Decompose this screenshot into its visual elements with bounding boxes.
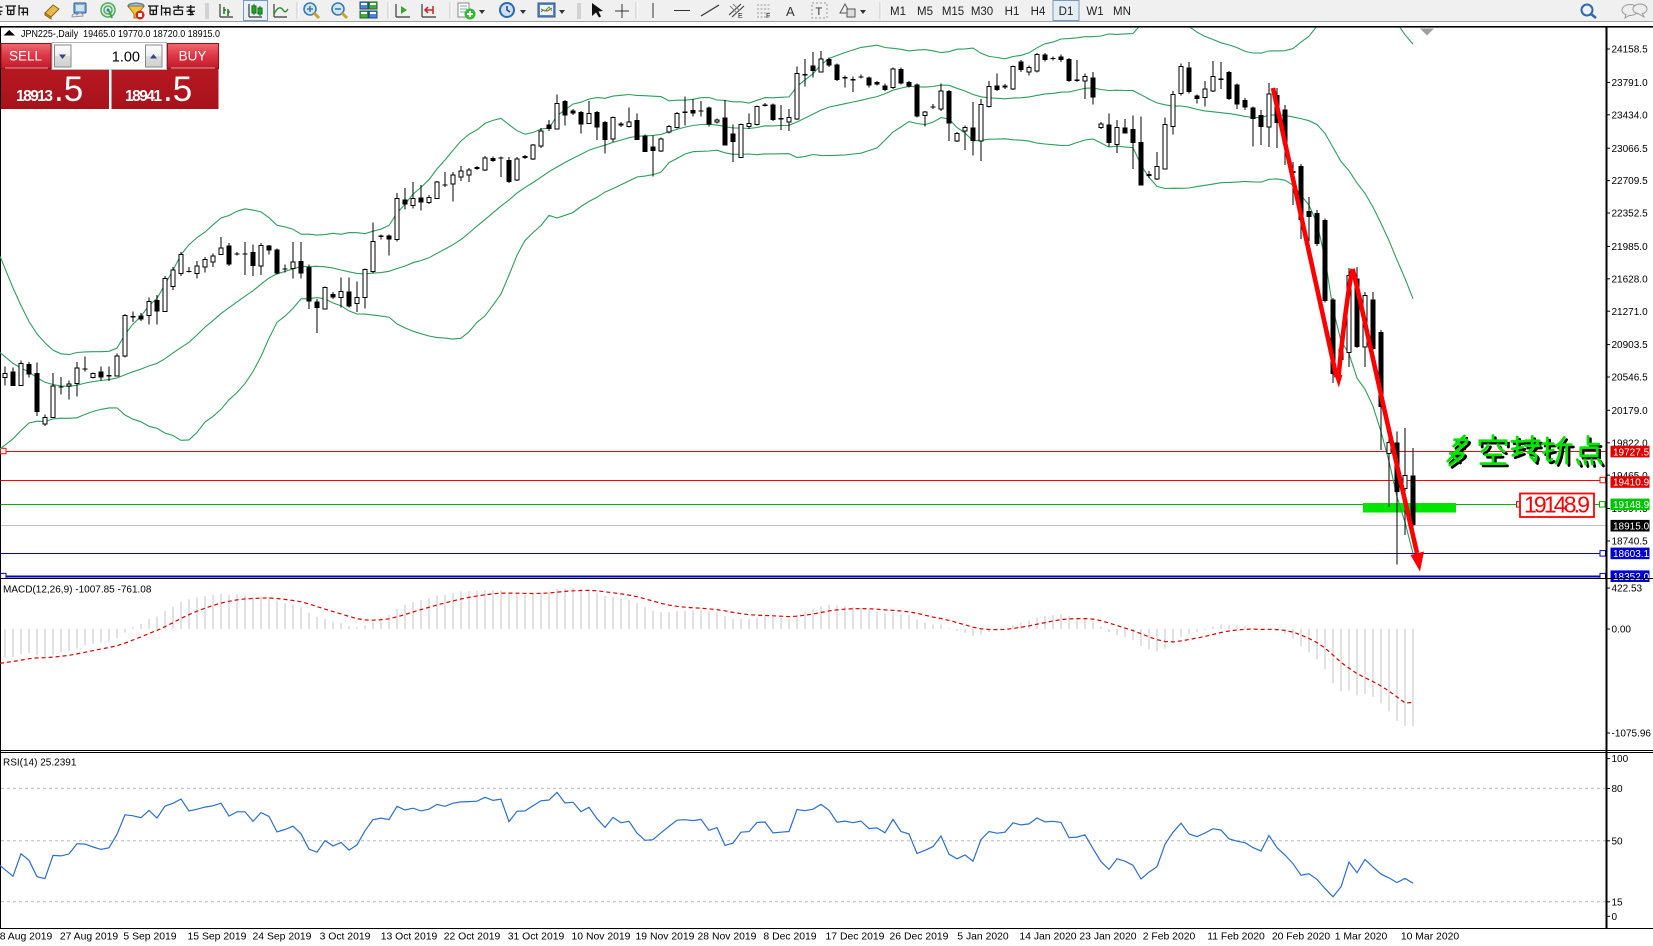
svg-text:18941: 18941 <box>125 88 162 105</box>
svg-text:23434.0: 23434.0 <box>1612 110 1649 121</box>
svg-text:20903.5: 20903.5 <box>1612 340 1649 351</box>
svg-text:18740.5: 18740.5 <box>1612 537 1649 548</box>
svg-text:17 Dec 2019: 17 Dec 2019 <box>826 932 885 943</box>
svg-text:21985.0: 21985.0 <box>1612 242 1649 253</box>
svg-text:26 Dec 2019: 26 Dec 2019 <box>890 932 949 943</box>
svg-text:JPN225-,Daily 19465.0 19770.0: JPN225-,Daily 19465.0 19770.0 18720.0 18… <box>21 28 220 40</box>
svg-text:18603.1: 18603.1 <box>1613 549 1650 560</box>
svg-text:20 Feb 2020: 20 Feb 2020 <box>1272 932 1331 943</box>
svg-text:13 Oct 2019: 13 Oct 2019 <box>381 932 438 943</box>
svg-text:8 Dec 2019: 8 Dec 2019 <box>763 932 816 943</box>
svg-text:23066.5: 23066.5 <box>1612 144 1649 155</box>
svg-text:22352.5: 22352.5 <box>1612 209 1649 220</box>
svg-text:19822.0: 19822.0 <box>1612 438 1649 449</box>
svg-text:RSI(14) 25.2391: RSI(14) 25.2391 <box>3 758 77 769</box>
svg-text:18352.0: 18352.0 <box>1613 572 1650 583</box>
svg-text:50: 50 <box>1612 836 1624 847</box>
svg-text:MN: MN <box>1113 6 1131 18</box>
svg-text:8 Aug 2019: 8 Aug 2019 <box>0 932 53 943</box>
svg-text:19148.9: 19148.9 <box>1613 500 1650 511</box>
svg-text:20179.0: 20179.0 <box>1612 406 1649 417</box>
svg-text:D1: D1 <box>1059 6 1074 18</box>
svg-text:MACD(12,26,9) -1007.85 -761.08: MACD(12,26,9) -1007.85 -761.08 <box>3 585 152 596</box>
svg-text:100: 100 <box>1612 754 1629 765</box>
svg-text:15: 15 <box>1612 897 1624 908</box>
svg-text:BUY: BUY <box>179 49 207 64</box>
svg-text:10 Nov 2019: 10 Nov 2019 <box>572 932 631 943</box>
svg-text:H1: H1 <box>1005 6 1020 18</box>
svg-text:24158.5: 24158.5 <box>1612 45 1649 56</box>
svg-text:15 Sep 2019: 15 Sep 2019 <box>188 932 247 943</box>
svg-text:E: E <box>738 13 743 20</box>
svg-text:M15: M15 <box>942 6 964 18</box>
svg-text:.5: .5 <box>54 70 83 109</box>
svg-text:1.00: 1.00 <box>112 50 140 66</box>
svg-text:1 Mar 2020: 1 Mar 2020 <box>1335 932 1388 943</box>
svg-text:80: 80 <box>1612 784 1624 795</box>
svg-text:27 Aug 2019: 27 Aug 2019 <box>60 932 119 943</box>
svg-text:19727.5: 19727.5 <box>1613 447 1650 458</box>
svg-text:18913: 18913 <box>16 88 53 105</box>
svg-text:3 Oct 2019: 3 Oct 2019 <box>320 932 371 943</box>
svg-text:21271.0: 21271.0 <box>1612 307 1649 318</box>
svg-text:M1: M1 <box>890 6 906 18</box>
svg-text:-1075.96: -1075.96 <box>1612 729 1652 740</box>
svg-text:0: 0 <box>1612 912 1618 923</box>
svg-text:19 Nov 2019: 19 Nov 2019 <box>636 932 695 943</box>
svg-text:22 Oct 2019: 22 Oct 2019 <box>444 932 501 943</box>
svg-text:10 Mar 2020: 10 Mar 2020 <box>1401 932 1460 943</box>
svg-text:14 Jan 2020: 14 Jan 2020 <box>1019 932 1076 943</box>
svg-text:31 Oct 2019: 31 Oct 2019 <box>508 932 565 943</box>
svg-text:5 Jan 2020: 5 Jan 2020 <box>957 932 1009 943</box>
svg-text:422.53: 422.53 <box>1612 584 1643 595</box>
svg-text:19148.9: 19148.9 <box>1524 492 1590 518</box>
svg-text:5 Sep 2019: 5 Sep 2019 <box>123 932 176 943</box>
svg-text:F: F <box>766 13 770 20</box>
svg-text:21628.0: 21628.0 <box>1612 274 1649 285</box>
svg-text:18915.0: 18915.0 <box>1613 521 1650 532</box>
svg-text:23791.0: 23791.0 <box>1612 78 1649 89</box>
svg-text:W1: W1 <box>1086 6 1103 18</box>
svg-text:24 Sep 2019: 24 Sep 2019 <box>253 932 312 943</box>
svg-text:.5: .5 <box>163 70 192 109</box>
svg-text:H4: H4 <box>1031 6 1046 18</box>
svg-text:T: T <box>816 6 823 18</box>
svg-text:SELL: SELL <box>9 49 43 64</box>
svg-text:20546.5: 20546.5 <box>1612 373 1649 384</box>
svg-text:M30: M30 <box>971 6 993 18</box>
svg-text:23 Jan 2020: 23 Jan 2020 <box>1079 932 1136 943</box>
svg-text:11 Feb 2020: 11 Feb 2020 <box>1207 932 1265 943</box>
svg-text:19410.9: 19410.9 <box>1613 478 1650 489</box>
svg-text:28 Nov 2019: 28 Nov 2019 <box>698 932 757 943</box>
svg-text:M5: M5 <box>917 6 933 18</box>
svg-text:0.00: 0.00 <box>1612 625 1632 636</box>
svg-text:2 Feb 2020: 2 Feb 2020 <box>1143 932 1196 943</box>
svg-text:22709.5: 22709.5 <box>1612 176 1649 187</box>
svg-text:A: A <box>786 4 795 19</box>
